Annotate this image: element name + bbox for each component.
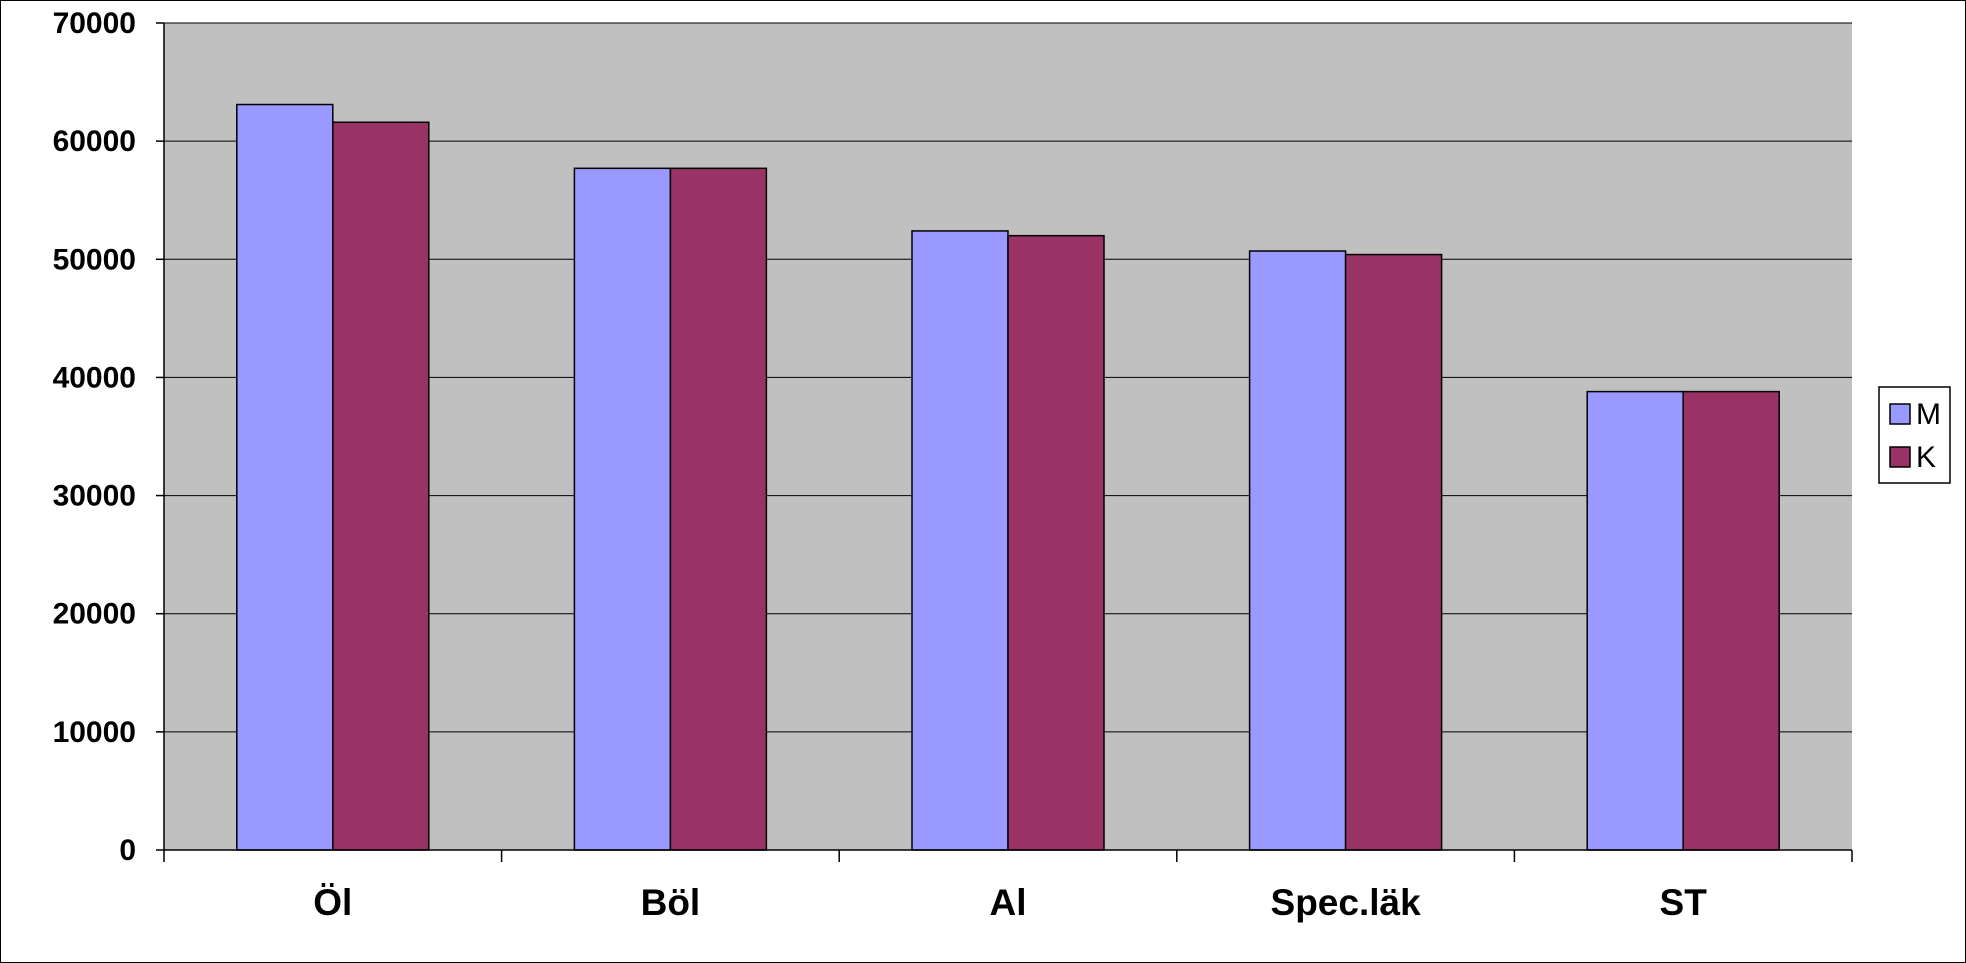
x-tick-label: Böl [641, 882, 701, 923]
axes [156, 22, 1853, 862]
bar-K-4 [1682, 390, 1780, 851]
legend-swatch-M [1889, 403, 1911, 425]
bar-K-2 [1007, 234, 1105, 851]
y-tick-label: 60000 [53, 125, 136, 158]
y-tick-label: 10000 [53, 716, 136, 749]
y-tick-label: 20000 [53, 598, 136, 631]
y-tick-labels: 0 10000 20000 30000 40000 50000 60000 70000 [53, 7, 136, 867]
legend-swatch-K [1889, 446, 1911, 468]
bar-K-3 [1344, 253, 1443, 851]
bar-M-0 [236, 103, 334, 851]
legend-label-M: M [1916, 398, 1941, 431]
x-tick-label: ST [1660, 882, 1708, 923]
y-tick-label: 0 [119, 834, 136, 867]
bar-K-1 [669, 167, 768, 851]
legend-label-K: K [1916, 441, 1936, 474]
y-tick-label: 70000 [53, 7, 136, 40]
y-tick-label: 50000 [53, 243, 136, 276]
bar-M-1 [573, 167, 672, 851]
x-tick-labels: Öl Böl Al Spec.läk ST [313, 882, 1707, 923]
bar-M-2 [911, 230, 1009, 851]
y-tick-label: 40000 [53, 361, 136, 394]
x-tick-label: Spec.läk [1271, 882, 1422, 923]
bar-K-0 [332, 121, 430, 851]
bar-M-4 [1586, 390, 1684, 851]
x-tick-label: Öl [313, 882, 352, 923]
legend: MK [1878, 386, 1951, 484]
y-tick-label: 30000 [53, 480, 136, 513]
x-tick-label: Al [990, 882, 1027, 923]
bar-M-3 [1248, 250, 1347, 851]
